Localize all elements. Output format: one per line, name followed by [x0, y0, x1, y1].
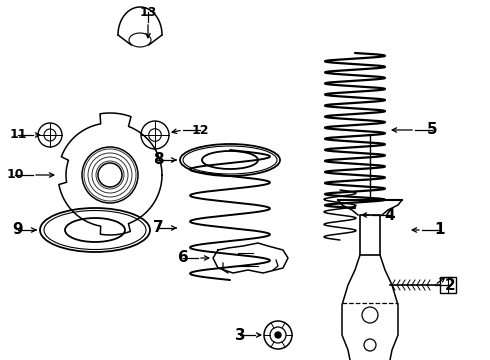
Text: 11: 11	[9, 129, 27, 141]
Circle shape	[275, 332, 281, 338]
Text: 6: 6	[178, 251, 188, 266]
Text: 1: 1	[435, 222, 445, 238]
Text: 3: 3	[235, 328, 245, 342]
Text: 10: 10	[6, 168, 24, 181]
Text: 4: 4	[385, 207, 395, 222]
Text: 9: 9	[13, 222, 24, 238]
Text: 8: 8	[153, 153, 163, 167]
Text: 13: 13	[139, 5, 157, 18]
Text: 7: 7	[153, 220, 163, 235]
Text: 5: 5	[427, 122, 437, 138]
Text: 2: 2	[444, 278, 455, 292]
Text: 12: 12	[191, 123, 209, 136]
